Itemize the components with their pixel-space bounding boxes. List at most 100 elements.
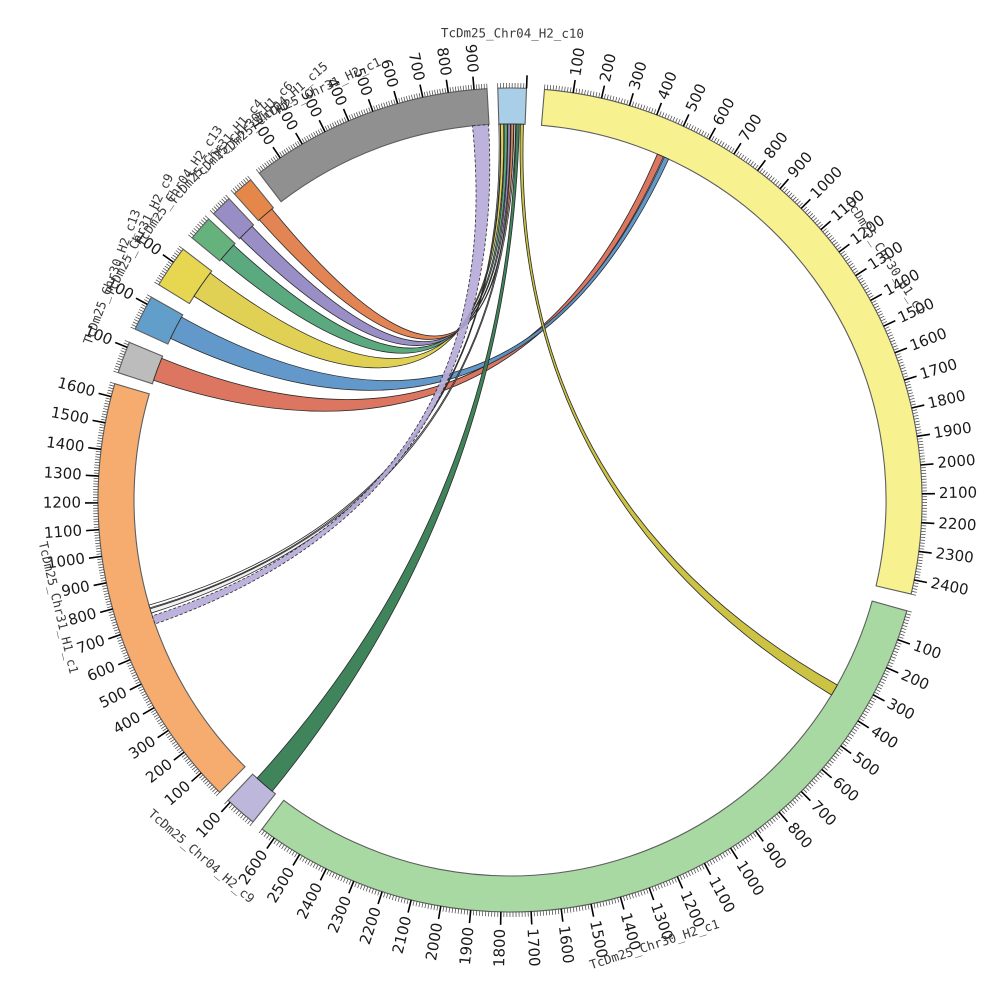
major-tick-chr31_h1-400	[142, 706, 155, 715]
minor-tick-orange_small-70	[245, 177, 249, 182]
minor-tick-chr30_h2-460	[847, 735, 853, 740]
tick-label-chr30_h2-400: 400	[868, 722, 902, 753]
minor-tick-chr31_h2-630	[403, 96, 406, 102]
minor-tick-chr30_h2-1330	[640, 890, 643, 896]
minor-tick-chr31_h2-780	[441, 88, 444, 94]
major-tick-chr30_h1-200	[600, 85, 606, 99]
minor-tick-chr30_h2-980	[735, 844, 739, 850]
minor-tick-chr30_h2-1090	[706, 861, 710, 867]
minor-tick-chr30_h2-2460	[307, 860, 311, 865]
minor-tick-chr31_h1-1020	[96, 550, 102, 553]
minor-tick-chr30_h1-940	[788, 192, 793, 197]
tick-label-chr30_h1-1800: 1800	[926, 386, 967, 412]
minor-tick-chr31_h2-220	[303, 137, 308, 142]
minor-tick-chr30_h1-150	[587, 90, 589, 96]
minor-tick-chr31_h2-640	[405, 95, 408, 102]
minor-tick-chr31_h1-1470	[98, 429, 104, 432]
minor-tick-chr30_h2-2420	[318, 865, 322, 871]
major-tick-chr31_h2-900	[472, 76, 475, 90]
major-tick-chr31_h1-1600	[98, 392, 112, 398]
minor-tick-chr30_h1-1380	[867, 292, 873, 296]
minor-tick-chr30_h1-1590	[893, 347, 899, 351]
major-tick-chr31_h1-800	[99, 608, 113, 614]
major-tick-chr30_h1-800	[756, 159, 766, 172]
minor-tick-chr30_h2-550	[831, 757, 836, 762]
minor-tick-chr30_h2-370	[862, 712, 868, 717]
tick-label-chr30_h2-2300: 2300	[324, 893, 355, 935]
minor-tick-chr31_h2-720	[426, 91, 429, 97]
minor-tick-chr31_h1-970	[98, 563, 104, 566]
minor-tick-chr30_h1-890	[777, 182, 782, 188]
minor-tick-chr30_h2-1080	[709, 860, 713, 865]
minor-tick-chr30_h1-1750	[908, 392, 914, 395]
minor-tick-gray_small-110	[123, 342, 129, 346]
minor-tick-orange_small-80	[247, 175, 252, 181]
tick-label-chr30_h2-1100: 1100	[705, 874, 739, 916]
minor-tick-chr30_h2-1540	[578, 906, 581, 912]
minor-tick-chr30_h1-980	[796, 200, 801, 205]
minor-tick-chr30_h1-1650	[899, 364, 905, 367]
minor-tick-chr31_h2-150	[288, 146, 292, 152]
minor-tick-chr31_h1-640	[121, 649, 127, 652]
minor-tick-purple_small-80	[225, 194, 230, 199]
major-tick-chr30_h2-100	[897, 638, 911, 645]
major-tick-chr30_h1-1400	[870, 293, 883, 302]
minor-tick-chr30_h2-850	[767, 821, 771, 826]
major-tick-chr30_h2-2500	[292, 853, 301, 866]
minor-tick-chr31_h2-470	[363, 109, 366, 115]
minor-tick-chr30_h1-590	[706, 133, 710, 139]
minor-tick-chr30_h2-610	[819, 771, 824, 776]
minor-tick-chr31_h2-770	[439, 88, 441, 94]
minor-tick-chr30_h1-1410	[871, 300, 877, 304]
minor-tick-blue_small-20	[132, 321, 138, 325]
minor-tick-chr31_h1-330	[159, 723, 165, 727]
minor-tick-chr30_h2-160	[890, 656, 896, 659]
minor-tick-chr31_h2-830	[454, 86, 457, 92]
minor-tick-yellow_small-60	[163, 268, 168, 272]
major-tick-chr30_h2-1600	[560, 908, 564, 922]
minor-tick-chr30_h1-1870	[915, 426, 921, 429]
minor-tick-chr30_h1-490	[680, 120, 684, 126]
minor-tick-chr30_h2-380	[860, 715, 866, 719]
minor-tick-chr30_h1-970	[794, 198, 799, 203]
tick-label-chr30_h1-1600: 1600	[907, 324, 949, 354]
tick-label-chr31_h1-900: 900	[60, 577, 92, 600]
minor-tick-chr30_h1-530	[690, 125, 694, 131]
minor-tick-chr31_h2-70	[270, 158, 275, 163]
minor-tick-chr31_h2-520	[375, 104, 379, 110]
minor-tick-chr30_h2-1050	[717, 855, 721, 861]
minor-tick-chr30_h1-1620	[896, 356, 902, 359]
minor-tick-chr30_h2-190	[887, 664, 893, 668]
minor-tick-chr31_h1-210	[178, 749, 183, 754]
minor-tick-chr30_h2-110	[896, 642, 902, 645]
minor-tick-chr30_h2-150	[892, 653, 898, 656]
minor-tick-chr31_h2-580	[390, 100, 393, 106]
major-tick-chr31_h2-100	[272, 146, 281, 159]
major-tick-chr31_h2-200	[295, 132, 303, 145]
minor-tick-chr04_h2_c9-110	[224, 800, 229, 805]
minor-tick-chr30_h1-510	[685, 122, 689, 128]
minor-tick-chr30_h2-1530	[581, 905, 584, 911]
minor-tick-chr30_h2-2380	[329, 871, 332, 877]
minor-tick-chr30_h2-510	[838, 747, 844, 752]
minor-tick-chr31_h2-250	[310, 133, 314, 139]
minor-tick-blue_small-120	[145, 296, 151, 300]
minor-tick-chr30_h1-60	[561, 86, 563, 92]
minor-tick-chr31_h1-40	[208, 784, 213, 789]
minor-tick-chr30_h2-890	[757, 828, 762, 834]
minor-tick-chr30_h2-2270	[360, 884, 363, 890]
minor-tick-chr30_h1-790	[754, 164, 759, 170]
minor-tick-chr30_h2-70	[900, 630, 906, 633]
minor-tick-chr31_h2-460	[360, 110, 364, 116]
minor-tick-chr30_h2-860	[764, 823, 769, 828]
minor-tick-chr30_h2-1580	[566, 907, 569, 914]
minor-tick-chr31_h1-60	[204, 780, 209, 785]
minor-tick-chr30_h2-1450	[605, 900, 608, 906]
minor-tick-chr30_h2-2310	[348, 879, 352, 885]
minor-tick-chr31_h1-910	[100, 579, 106, 582]
minor-tick-chr31_h2-540	[380, 103, 384, 109]
minor-tick-purple_small-70	[223, 196, 228, 201]
minor-tick-chr30_h1-570	[701, 130, 705, 136]
minor-tick-chr31_h2-490	[368, 107, 371, 113]
